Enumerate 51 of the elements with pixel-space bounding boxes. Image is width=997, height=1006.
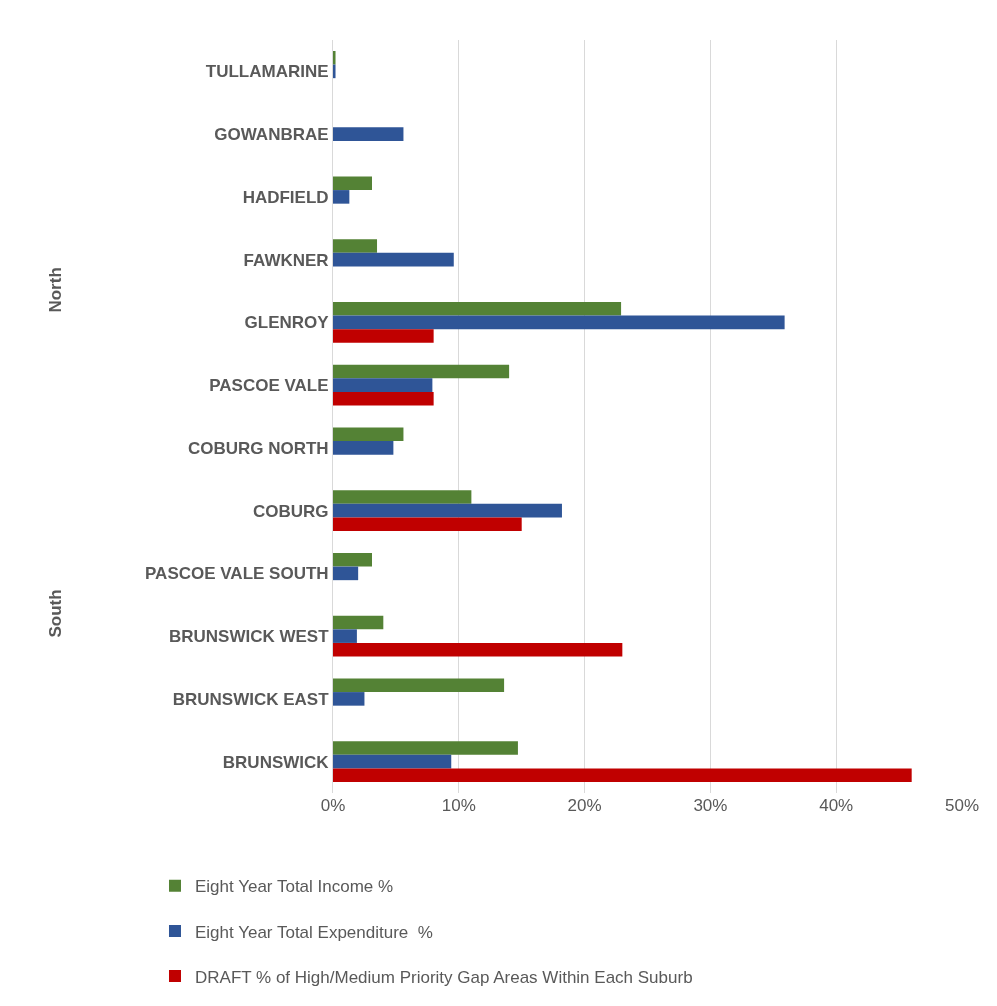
y-tick-label: GLENROY: [244, 313, 330, 333]
bar: [333, 552, 372, 567]
legend-label: Eight Year Total Expenditure %: [194, 922, 433, 942]
x-tick-label: 50%: [944, 796, 980, 815]
bar: [333, 127, 404, 141]
bar: [333, 615, 384, 630]
bar: [333, 678, 505, 693]
bar: [333, 768, 912, 783]
y-tick-label: PASCOE VALE: [209, 376, 329, 396]
x-tick-label: 20%: [567, 796, 602, 815]
x-tick-label: 40%: [819, 796, 854, 815]
y-tick-label: HADFIELD: [242, 187, 329, 207]
bar: [333, 629, 357, 643]
y-tick-label: BRUNSWICK WEST: [168, 627, 330, 647]
y-tick-label: TULLAMARINE: [205, 62, 329, 82]
text: North: [45, 267, 65, 313]
bar: [333, 301, 622, 316]
bar: [333, 315, 785, 330]
bar: [333, 427, 404, 442]
x-tick-label: 30%: [693, 796, 728, 815]
y-tick-label: PASCOE VALE SOUTH: [145, 564, 329, 584]
text: South: [45, 589, 65, 638]
bar: [333, 190, 350, 204]
bar: [333, 503, 562, 518]
y-tick-label: COBURG NORTH: [187, 438, 329, 458]
x-tick-label: 10%: [441, 796, 476, 815]
bar: [333, 239, 378, 253]
y-tick-label: BRUNSWICK: [222, 752, 330, 772]
bar: [333, 741, 518, 755]
bar: [333, 441, 394, 455]
bar: [333, 391, 434, 406]
y-tick-label: FAWKNER: [243, 250, 329, 270]
legend-label: DRAFT % of High/Medium Priority Gap Areas Within Each Suburb: [194, 967, 693, 987]
bar: [333, 364, 510, 379]
bar: [333, 50, 336, 65]
y-tick-label: COBURG: [253, 501, 329, 521]
bar: [333, 642, 623, 657]
bar: [333, 64, 336, 79]
y-tick-label: BRUNSWICK EAST: [172, 689, 330, 709]
bar: [333, 692, 365, 706]
bar: [333, 329, 434, 343]
bar: [333, 378, 433, 392]
legend-label: Eight Year Total Income %: [194, 877, 394, 897]
bar: [333, 517, 522, 532]
bar: [333, 754, 452, 769]
bar: [333, 176, 372, 191]
y-tick-label: GOWANBRAE: [214, 125, 329, 145]
bar: [333, 566, 359, 581]
x-tick-label: 0%: [320, 796, 346, 815]
bar: [333, 490, 472, 504]
bar: [333, 252, 454, 267]
